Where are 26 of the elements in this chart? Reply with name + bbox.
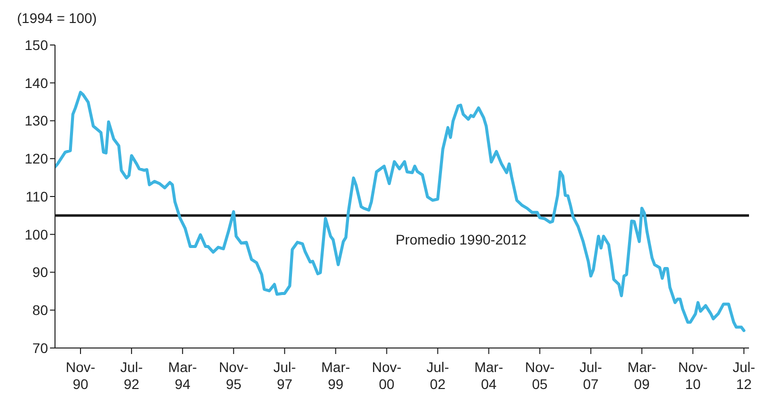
x-tick-label: Mar-04 [474, 359, 504, 392]
y-axis-title: (1994 = 100) [17, 10, 97, 26]
x-tick-label: Nov-95 [218, 359, 249, 392]
y-tick-label: 80 [32, 302, 48, 318]
line-series [55, 90, 746, 332]
x-tick-label: Jul-02 [426, 359, 450, 392]
x-tick-label: Jul-92 [120, 359, 144, 392]
y-tick-label: 70 [32, 340, 48, 356]
x-tick-label: Nov-90 [66, 359, 96, 392]
y-tick-label: 140 [24, 74, 48, 91]
x-tick-label: Mar-94 [168, 359, 198, 392]
x-tick-label: Mar-99 [321, 359, 350, 392]
y-tick-label: 120 [24, 150, 48, 167]
ref-line-label: Promedio 1990-2012 [396, 231, 527, 248]
y-tick-label: 100 [24, 226, 48, 242]
y-tick-label: 130 [24, 112, 48, 129]
x-tick-label: Mar-09 [627, 359, 657, 392]
x-tick-label: Jul-97 [273, 359, 296, 392]
x-tick-label: Jul-07 [580, 359, 602, 392]
y-tick-label: 150 [24, 36, 48, 53]
y-tick-label: 110 [26, 188, 48, 204]
x-tick-label: Nov-05 [525, 359, 555, 392]
x-tick-label: Nov-10 [678, 359, 708, 392]
x-tick-label: Nov-00 [372, 359, 402, 392]
x-tick-label: Jul-12 [732, 359, 756, 392]
y-tick-label: 90 [32, 264, 48, 280]
